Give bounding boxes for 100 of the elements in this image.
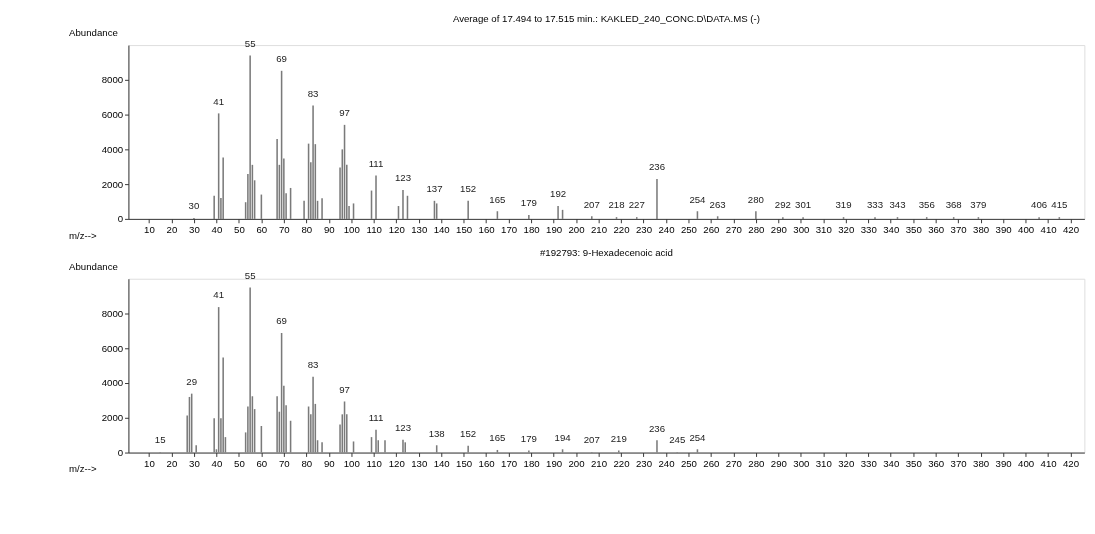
y-tick-label: 4000 <box>101 377 124 389</box>
x-tick-label: 340 <box>883 223 900 235</box>
x-tick-label: 260 <box>703 457 720 469</box>
x-tick-label: 150 <box>456 457 473 469</box>
annotation: 152 <box>460 183 477 195</box>
x-tick-label: 330 <box>860 223 877 235</box>
annotation: 343 <box>889 199 906 211</box>
x-tick-label: 130 <box>411 223 428 235</box>
x-tick-label: 200 <box>568 223 585 235</box>
x-tick-label: 120 <box>388 457 405 469</box>
annotation: 219 <box>610 432 627 444</box>
annotation: 254 <box>689 193 707 205</box>
annotation: 207 <box>583 434 600 446</box>
y-tick-label: 8000 <box>101 74 124 86</box>
x-tick-label: 60 <box>256 457 268 469</box>
x-tick-label: 120 <box>388 223 405 235</box>
x-tick-label: 400 <box>1018 223 1035 235</box>
x-tick-label: 360 <box>928 223 945 235</box>
x-tick-label: 400 <box>1018 457 1035 469</box>
y-tick-label: 6000 <box>101 108 124 120</box>
x-tick-label: 210 <box>590 457 608 469</box>
x-tick-label: 420 <box>1063 223 1080 235</box>
annotation: 152 <box>460 428 477 440</box>
x-tick-label: 350 <box>905 457 922 469</box>
annotation: 406 <box>1031 199 1048 211</box>
x-tick-label: 390 <box>995 223 1012 235</box>
y-tick-label: 8000 <box>101 307 124 319</box>
annotation: 97 <box>339 107 350 119</box>
x-tick-label: 20 <box>166 457 178 469</box>
annotation: 333 <box>866 199 884 211</box>
annotation: 69 <box>276 53 287 65</box>
x-tick-label: 130 <box>411 457 428 469</box>
x-tick-label: 170 <box>501 457 518 469</box>
x-tick-label: 420 <box>1063 457 1080 469</box>
x-tick-label: 110 <box>366 457 382 469</box>
x-tick-label: 410 <box>1040 223 1057 235</box>
annotation: 138 <box>428 427 445 439</box>
x-tick-label: 160 <box>478 457 495 469</box>
x-tick-label: 60 <box>256 223 268 235</box>
x-tick-label: 160 <box>478 223 495 235</box>
chart-title: Average of 17.494 to 17.515 min.: KAKLED_240_CONC.D\DATA.MS (-) <box>452 12 760 24</box>
x-tick-label: 380 <box>973 223 990 235</box>
annotation: 254 <box>689 431 707 443</box>
x-axis-title: m/z--> <box>69 229 97 241</box>
x-tick-label: 100 <box>343 223 360 235</box>
x-tick-label: 310 <box>815 223 832 235</box>
annotation: 123 <box>394 422 412 434</box>
x-tick-label: 90 <box>323 457 335 469</box>
x-tick-label: 360 <box>928 457 945 469</box>
x-tick-label: 100 <box>343 457 360 469</box>
annotation: 245 <box>669 434 686 446</box>
annotation: 280 <box>747 193 764 205</box>
x-tick-label: 270 <box>725 457 742 469</box>
x-tick-label: 170 <box>501 223 518 235</box>
x-tick-label: 410 <box>1040 457 1057 469</box>
annotation: 207 <box>583 198 600 210</box>
y-tick-label: 0 <box>117 446 124 458</box>
x-tick-label: 30 <box>189 223 200 235</box>
y-tick-label: 2000 <box>101 178 124 190</box>
x-tick-label: 380 <box>973 457 990 469</box>
x-tick-label: 80 <box>301 223 313 235</box>
x-tick-label: 110 <box>366 223 382 235</box>
annotation: 368 <box>945 199 962 211</box>
x-tick-label: 40 <box>211 223 223 235</box>
annotation: 292 <box>774 199 791 211</box>
annotation: 111 <box>368 157 384 169</box>
annotation: 356 <box>918 199 935 211</box>
x-tick-label: 10 <box>144 457 155 469</box>
x-tick-label: 280 <box>748 457 765 469</box>
x-tick-label: 220 <box>613 457 630 469</box>
x-tick-label: 220 <box>613 223 630 235</box>
annotation: 97 <box>339 383 350 395</box>
y-tick-label: 4000 <box>101 143 124 155</box>
y-axis-title: Abundance <box>69 26 118 38</box>
x-tick-label: 80 <box>301 457 313 469</box>
annotation: 55 <box>244 37 256 49</box>
x-tick-label: 280 <box>748 223 765 235</box>
x-tick-label: 230 <box>635 223 653 235</box>
annotation: 218 <box>608 199 625 211</box>
x-tick-label: 320 <box>838 457 855 469</box>
x-tick-label: 90 <box>323 223 335 235</box>
annotation: 236 <box>648 161 666 173</box>
x-tick-label: 190 <box>546 223 563 235</box>
annotation: 301 <box>795 199 812 211</box>
annotation: 111 <box>368 412 384 424</box>
annotation: 55 <box>244 269 256 281</box>
y-tick-label: 6000 <box>101 342 124 354</box>
x-tick-label: 30 <box>189 457 200 469</box>
annotation: 30 <box>188 200 200 212</box>
x-tick-label: 10 <box>144 223 155 235</box>
x-tick-label: 190 <box>546 457 563 469</box>
annotation: 165 <box>489 193 506 205</box>
annotation: 165 <box>489 432 506 444</box>
chart-title: #192793: 9-Hexadecenoic acid <box>539 246 673 258</box>
y-axis-title: Abundance <box>69 260 118 272</box>
x-tick-label: 320 <box>838 223 855 235</box>
annotation: 227 <box>628 199 645 211</box>
x-axis-title: m/z--> <box>69 463 97 475</box>
x-tick-label: 70 <box>278 457 290 469</box>
x-tick-label: 240 <box>658 457 675 469</box>
